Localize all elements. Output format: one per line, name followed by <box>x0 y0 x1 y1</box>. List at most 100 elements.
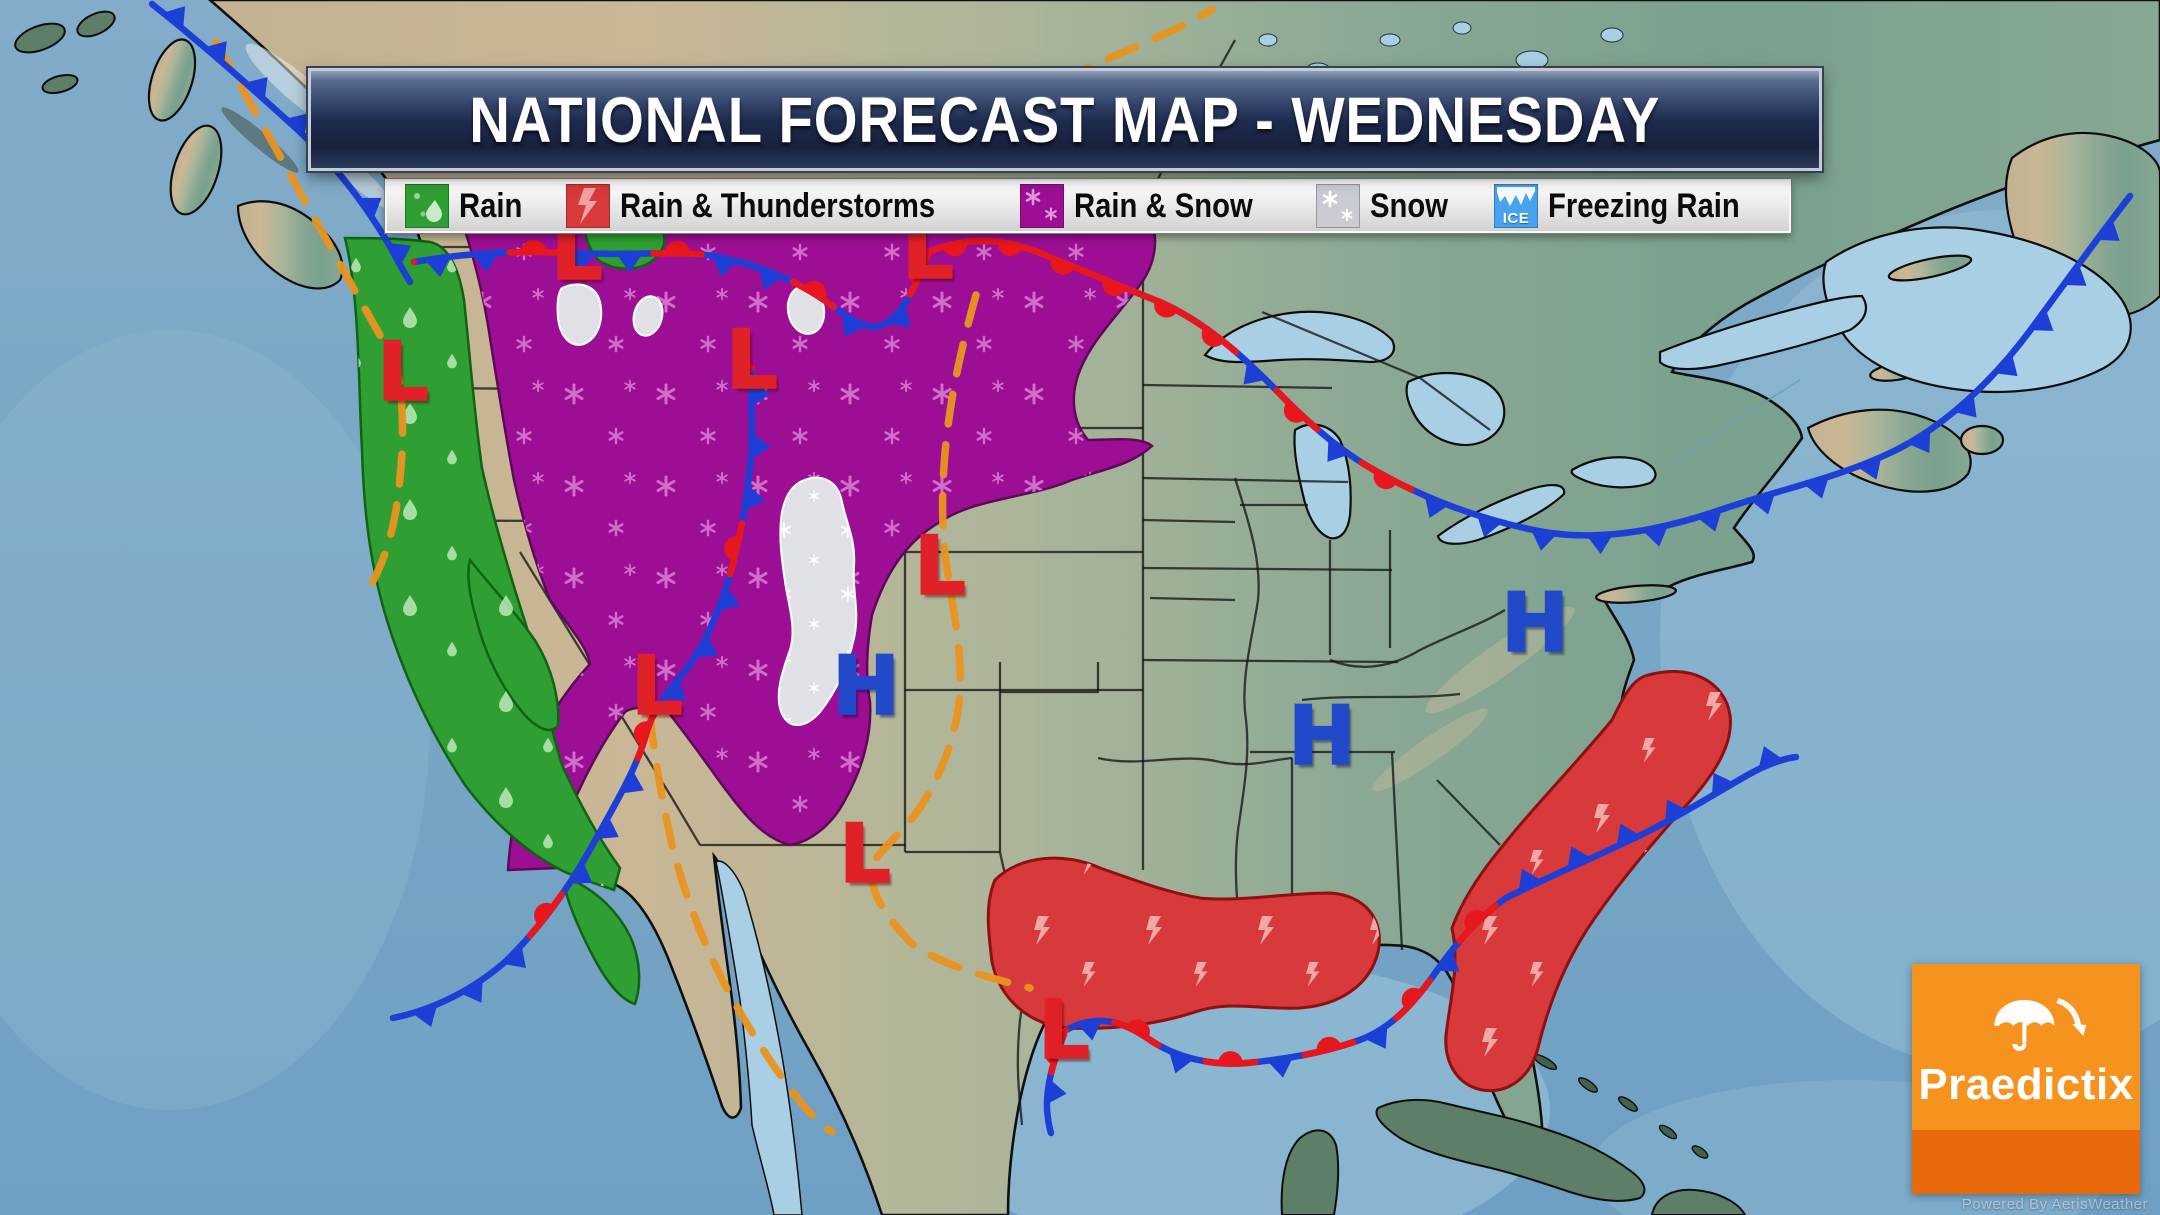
cold-front-triangle <box>1567 846 1592 869</box>
appalachians <box>1425 606 1575 714</box>
cold-front-triangle <box>1711 772 1735 796</box>
warm-front-semicircle <box>1044 1040 1062 1065</box>
cold-front-triangle <box>1665 799 1688 823</box>
cold-front-triangle <box>412 1004 438 1027</box>
cold-front-triangle <box>285 113 308 137</box>
logo-brand: Praedictix <box>1918 1060 2134 1109</box>
cold-front-triangle <box>460 979 483 1003</box>
cold-front-triangle <box>751 432 771 459</box>
warm-front-semicircle <box>1201 326 1225 347</box>
cold-front-triangle <box>2096 219 2120 241</box>
hispaniola <box>1650 1188 1747 1215</box>
canada-trough <box>1058 6 1216 84</box>
cold-front-triangle <box>595 816 619 840</box>
cold-front-triangle <box>1243 361 1267 385</box>
cold-front-triangle <box>568 252 595 273</box>
warm-front-semicircle <box>803 280 827 301</box>
warm-front-semicircle <box>997 241 1023 257</box>
ice-icon: ICE <box>1494 184 1539 228</box>
cold-front-triangle <box>1697 509 1722 532</box>
low-pressure-marker: L <box>630 639 683 733</box>
precip-thunderstorm-regions <box>986 670 1732 1093</box>
alaska-islands <box>14 22 66 54</box>
low-pressure-marker: L <box>725 313 778 407</box>
cold-front-triangle <box>1364 1025 1388 1049</box>
cold-front-triangle <box>424 256 451 278</box>
warm-front-semicircle <box>1050 257 1075 275</box>
cold-front-triangle <box>1954 394 1977 418</box>
warm-front-semicircle <box>1283 401 1306 423</box>
lake-superior <box>1203 310 1396 364</box>
warm-front-semicircle <box>1373 470 1398 490</box>
cold-front-triangle <box>1327 438 1350 462</box>
ice-badge: ICE <box>1502 210 1530 227</box>
cold-front-triangle <box>1477 515 1503 538</box>
legend-label: Rain & Thunderstorms <box>620 186 936 225</box>
cold-front-triangle <box>503 945 526 968</box>
cold-front-triangle <box>1076 1019 1103 1041</box>
cold-front-triangle <box>1531 529 1557 551</box>
warm-front-semicircle <box>1217 1051 1243 1064</box>
cold-front-triangle <box>662 678 686 700</box>
cold-front-triangle <box>1994 353 2018 377</box>
cold-front-triangle <box>842 313 866 337</box>
lightning-icon <box>566 184 611 228</box>
legend-label: Freezing Rain <box>1548 186 1740 225</box>
front-glyphs <box>162 6 2120 1105</box>
cold-front-triangle <box>388 243 412 267</box>
cold-front-triangle <box>1616 823 1641 847</box>
legend-item-snow: Snow <box>1315 181 1461 231</box>
high-pressure-marker: H <box>1287 689 1356 783</box>
sea-of-cortez <box>715 860 803 1215</box>
cold-front-triangle <box>569 861 593 884</box>
cold-front-triangle <box>744 484 766 511</box>
legend-label: Rain <box>459 186 523 225</box>
warm-front-semicircle <box>942 241 968 257</box>
warm-front-semicircle <box>633 721 650 746</box>
high-pressure-marker: H <box>1500 576 1569 670</box>
cold-front-triangle <box>1758 746 1783 769</box>
cold-front-triangle <box>1857 457 1882 480</box>
warm-front-semicircle <box>1401 987 1423 1010</box>
snowflake-icon <box>1315 184 1360 228</box>
warm-front-semicircle <box>724 536 740 561</box>
legend-label: Rain & Snow <box>1074 186 1254 225</box>
raindrop-icon <box>405 184 449 228</box>
warm-front-overlay <box>1043 1030 1068 1137</box>
cold-front-triangle <box>162 6 186 30</box>
cape-breton <box>1959 424 2005 456</box>
cold-front-triangle <box>712 255 738 277</box>
lake-ontario <box>1570 456 1657 489</box>
cold-front-triangle <box>616 253 643 273</box>
sonora-coast-rain <box>564 878 641 1006</box>
plains-trough <box>867 291 1034 992</box>
cold-front-triangle <box>751 380 771 407</box>
cold-front-triangle <box>1586 534 1613 555</box>
cold-front-triangle <box>245 77 268 100</box>
bahamas <box>1532 1053 1709 1159</box>
warm-front-semicircle <box>664 240 690 254</box>
yucatan <box>1280 1129 1340 1215</box>
cold-front-triangle <box>1267 1057 1294 1078</box>
legend-item-freezing-rain: ICE Freezing Rain <box>1494 181 1771 231</box>
warm-front-semicircle <box>1126 1019 1150 1039</box>
snowflake-icon <box>1020 184 1065 228</box>
vancouver-island <box>236 200 344 290</box>
cold-front-triangle <box>1908 429 1931 453</box>
legend-item-rain-snow: Rain & Snow <box>1020 181 1282 231</box>
umbrella-icon <box>1994 998 2087 1051</box>
warm-front-overlay <box>389 364 756 1022</box>
warm-front-semicircle <box>1102 278 1127 297</box>
cold-front-triangle <box>1169 1051 1194 1074</box>
warm-front-semicircle <box>1316 1036 1342 1053</box>
cold-front-triangle <box>2063 263 2087 286</box>
cold-front-triangle <box>2030 309 2054 331</box>
legend-item-rain: Rain <box>405 181 533 231</box>
warm-front-overlay <box>924 192 2134 539</box>
cold-front-triangle <box>1436 949 1460 972</box>
title-bar: NATIONAL FORECAST MAP - WEDNESDAY <box>308 68 1822 171</box>
long-island <box>1595 584 1677 604</box>
warm-front-semicircle <box>534 902 555 926</box>
cold-front-triangle <box>1642 525 1669 547</box>
